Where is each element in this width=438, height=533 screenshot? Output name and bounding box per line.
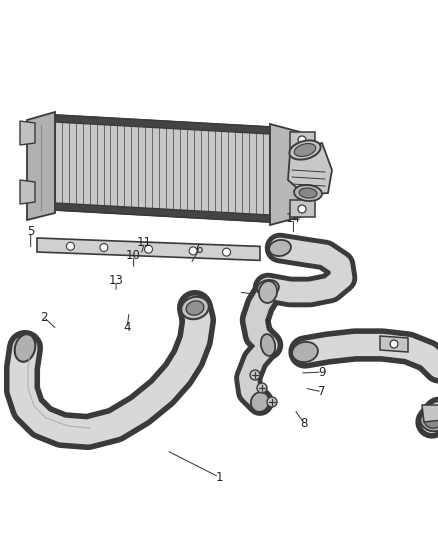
Text: 2: 2 <box>40 311 48 324</box>
Text: 7: 7 <box>318 385 326 398</box>
Ellipse shape <box>424 416 438 429</box>
Polygon shape <box>20 180 35 204</box>
Ellipse shape <box>420 413 438 431</box>
Ellipse shape <box>294 185 322 201</box>
Polygon shape <box>380 336 408 352</box>
Circle shape <box>100 244 108 252</box>
Polygon shape <box>288 143 332 195</box>
Text: 1: 1 <box>215 471 223 483</box>
Polygon shape <box>290 132 315 149</box>
Circle shape <box>145 245 152 253</box>
Ellipse shape <box>181 297 209 319</box>
Text: 3: 3 <box>264 289 271 302</box>
Polygon shape <box>55 203 270 222</box>
Text: 9: 9 <box>318 366 326 378</box>
Ellipse shape <box>269 240 291 256</box>
Text: 10: 10 <box>126 249 141 262</box>
Circle shape <box>189 247 197 255</box>
Text: 8: 8 <box>301 417 308 430</box>
Text: 4: 4 <box>123 321 131 334</box>
Ellipse shape <box>186 301 204 315</box>
Circle shape <box>250 370 260 380</box>
Text: 12: 12 <box>255 318 270 330</box>
Polygon shape <box>270 124 300 225</box>
Text: 14: 14 <box>286 212 301 225</box>
Ellipse shape <box>257 280 279 296</box>
Polygon shape <box>20 121 35 145</box>
Polygon shape <box>290 200 315 217</box>
Ellipse shape <box>299 188 317 198</box>
Circle shape <box>67 243 74 251</box>
Text: 6: 6 <box>195 243 203 256</box>
Ellipse shape <box>261 334 275 356</box>
Polygon shape <box>422 405 438 422</box>
Text: 11: 11 <box>137 236 152 249</box>
Text: 5: 5 <box>27 225 34 238</box>
Circle shape <box>298 205 306 213</box>
Ellipse shape <box>251 392 269 412</box>
Circle shape <box>390 340 398 348</box>
Circle shape <box>257 383 267 393</box>
Ellipse shape <box>292 342 318 362</box>
Circle shape <box>223 248 230 256</box>
Polygon shape <box>27 112 55 220</box>
Ellipse shape <box>290 140 321 159</box>
Ellipse shape <box>259 281 277 303</box>
Text: 13: 13 <box>109 274 124 287</box>
Ellipse shape <box>294 143 316 157</box>
Polygon shape <box>55 115 270 134</box>
Circle shape <box>298 136 306 144</box>
Polygon shape <box>55 115 270 222</box>
Polygon shape <box>37 238 260 261</box>
Ellipse shape <box>15 334 35 362</box>
Circle shape <box>267 397 277 407</box>
